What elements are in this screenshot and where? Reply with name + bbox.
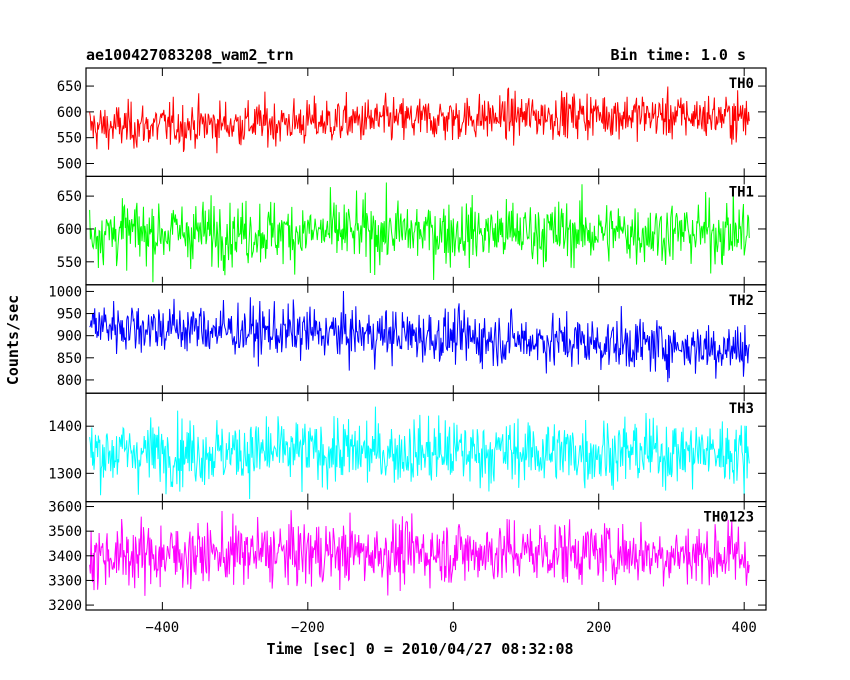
- x-axis-label: Time [sec] 0 = 2010/04/27 08:32:08: [266, 640, 573, 658]
- y-tick-label: 600: [57, 222, 82, 238]
- series-line-th1: [89, 182, 750, 283]
- panel-th0: 500 550 600 650 TH0: [57, 67, 767, 178]
- y-tick-label: 3400: [48, 549, 82, 565]
- y-axis-label: Counts/sec: [4, 295, 22, 385]
- y-tick-label: 800: [57, 373, 82, 389]
- y-tick-label: 3600: [48, 500, 82, 516]
- series-line-th0: [89, 86, 750, 154]
- series-line-th2: [89, 290, 750, 383]
- panels-group: 500 550 600 650 TH0 550 600 650 TH1 800 850 900 950 1…: [48, 67, 767, 614]
- panel-label: TH0: [729, 76, 754, 92]
- y-tick-label: 550: [57, 131, 82, 147]
- y-tick-label: 3300: [48, 573, 82, 589]
- x-tick-label: −200: [291, 620, 325, 636]
- y-tick-label: 1000: [48, 284, 82, 300]
- x-tick-label: −400: [146, 620, 180, 636]
- y-tick-label: 850: [57, 351, 82, 367]
- panel-th2: 800 850 900 950 1000 TH2: [48, 284, 767, 394]
- y-tick-label: 650: [57, 79, 82, 95]
- panel-label: TH1: [729, 184, 754, 200]
- y-tick-label: 600: [57, 105, 82, 121]
- y-tick-label: 3500: [48, 524, 82, 540]
- x-tick-label: 0: [449, 620, 457, 636]
- y-tick-label: 500: [57, 156, 82, 172]
- x-axis: −400 −200 0 200 400: [146, 620, 757, 636]
- x-tick-label: 400: [732, 620, 757, 636]
- panel-label: TH0123: [703, 510, 754, 526]
- y-tick-label: 950: [57, 307, 82, 323]
- y-tick-label: 900: [57, 329, 82, 345]
- series-line-th3: [89, 406, 750, 499]
- x-tick-label: 200: [586, 620, 611, 636]
- y-tick-label: 1300: [48, 466, 82, 482]
- y-tick-label: 1400: [48, 419, 82, 435]
- chart-title: ae100427083208_wam2_trn: [86, 46, 294, 64]
- panel-label: TH3: [729, 401, 754, 417]
- y-tick-label: 3200: [48, 598, 82, 614]
- y-tick-label: 650: [57, 189, 82, 205]
- y-tick-label: 550: [57, 255, 82, 271]
- bin-time-label: Bin time: 1.0 s: [611, 46, 746, 64]
- series-line-th0123: [89, 510, 750, 596]
- panel-label: TH2: [729, 293, 754, 309]
- panel-th0123: 3200 3300 3400 3500 3600 TH0123: [48, 500, 767, 614]
- panel-th3: 1300 1400 TH3: [48, 392, 767, 503]
- panel-th1: 550 600 650 TH1: [57, 175, 767, 286]
